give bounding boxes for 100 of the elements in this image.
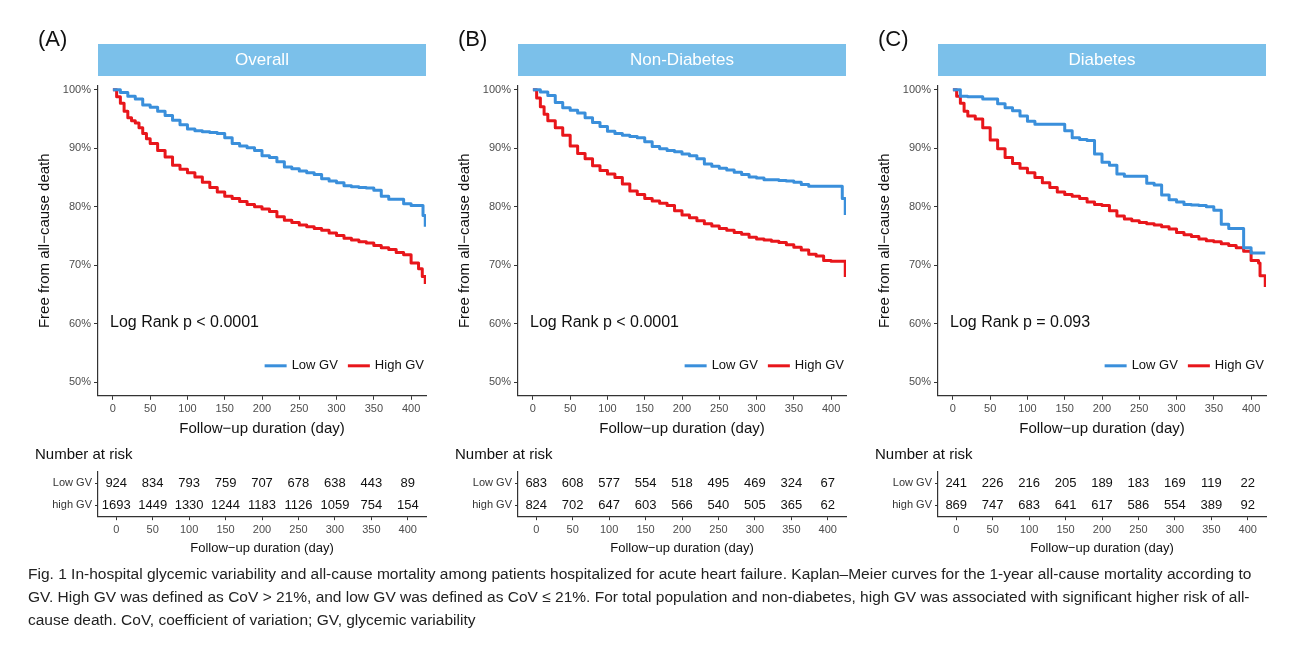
data-label: 641 (1054, 496, 1077, 512)
y-tick-label: 90% (488, 141, 512, 154)
y-tick-label: 70% (68, 258, 92, 271)
data-label: 241 (945, 474, 968, 490)
data-label: 707 (251, 474, 273, 490)
data-label: 1059 (320, 496, 350, 512)
data-label: 324 (780, 474, 803, 490)
chart-title: Number at risk (875, 445, 974, 463)
y-tick-label: 80% (68, 199, 92, 212)
x-tick-label: 200 (672, 402, 692, 415)
legend-label: Low GV (711, 357, 759, 373)
x-tick-label: 350 (362, 522, 381, 535)
x-tick-label: 400 (821, 402, 841, 415)
y-axis-title: Free from all−cause death (875, 153, 893, 329)
data-label: 62 (820, 496, 836, 512)
data-label: 577 (598, 474, 620, 490)
data-label: 389 (1200, 496, 1223, 512)
x-tick-label: 400 (401, 402, 421, 415)
x-tick-label: 100 (178, 402, 197, 415)
data-label: 683 (525, 474, 548, 490)
data-label: 216 (1018, 474, 1040, 490)
data-label: 119 (1200, 474, 1222, 490)
data-label: 1244 (211, 496, 241, 512)
data-label: 747 (981, 496, 1004, 512)
x-tick-label: 50 (146, 522, 159, 535)
data-label: 1126 (284, 496, 313, 512)
x-axis-title: Follow−up duration (day) (610, 539, 754, 555)
y-tick-label: high GV (892, 498, 933, 511)
y-tick-label: 90% (68, 141, 92, 154)
data-label: 924 (105, 474, 128, 490)
data-label: 586 (1127, 496, 1150, 512)
data-label: 183 (1127, 474, 1150, 490)
x-tick-label: 150 (635, 402, 654, 415)
data-label: 189 (1091, 474, 1113, 490)
y-axis-title: Free from all−cause death (35, 153, 53, 329)
y-tick-label: Low GV (892, 476, 933, 489)
x-tick-label: 100 (599, 522, 619, 535)
x-tick-label: 350 (784, 402, 803, 415)
data-label: 647 (598, 496, 620, 512)
x-tick-label: 50 (986, 522, 999, 535)
data-label: 566 (671, 496, 693, 512)
x-axis-title: Follow−up duration (day) (179, 419, 345, 437)
x-tick-label: 350 (364, 402, 383, 415)
chart-title: Non-Diabetes (518, 44, 846, 76)
annotation: Log Rank p < 0.0001 (110, 313, 260, 331)
chart-title: Number at risk (35, 445, 134, 463)
data-label: 92 (1240, 496, 1256, 512)
x-axis-title: Follow−up duration (day) (599, 419, 765, 437)
caption: Fig. 1 In-hospital glycemic variability and all-cause mortality among patients hospitalized for acute heart failure. Kaplan–Meier curves for the 1-year all-cause mortality according to GV. High GV was defined as CoV > 21%, and low GV was defined as CoV ≤ 21%. For total population and non-diabetes, high GV was associated with significant higher risk of all-cause death. CoV, coefficient of variation; GV, glycemic variability (28, 564, 1253, 630)
data-label: 554 (634, 474, 657, 490)
x-tick-label: 300 (1167, 402, 1186, 415)
x-tick-label: 50 (984, 402, 997, 415)
y-tick-label: 60% (488, 316, 512, 329)
legend-label: High GV (374, 357, 425, 373)
data-label: 702 (561, 496, 584, 512)
chart-title: Number at risk (455, 445, 554, 463)
y-tick-label: 100% (62, 82, 92, 95)
data-label: 869 (945, 496, 968, 512)
data-label: 469 (744, 474, 766, 490)
data-label: 754 (360, 496, 383, 512)
x-tick-label: 250 (289, 522, 308, 535)
data-label: 1330 (174, 496, 204, 512)
y-tick-label: 50% (488, 375, 512, 388)
y-tick-label: 100% (902, 82, 932, 95)
x-tick-label: 200 (252, 402, 272, 415)
x-tick-label: 250 (709, 522, 728, 535)
x-tick-label: 50 (564, 402, 577, 415)
x-tick-label: 100 (1019, 522, 1039, 535)
x-tick-label: 350 (1204, 402, 1223, 415)
data-label: 638 (324, 474, 346, 490)
data-label: 365 (780, 496, 803, 512)
data-label: 169 (1164, 474, 1186, 490)
y-tick-label: Low GV (472, 476, 513, 489)
x-tick-label: 400 (398, 522, 417, 535)
data-label: 1183 (248, 496, 276, 512)
x-tick-label: 50 (144, 402, 157, 415)
data-label: 608 (561, 474, 584, 490)
data-label: 554 (1164, 496, 1186, 512)
annotation: Log Rank p = 0.093 (950, 313, 1091, 331)
x-axis-title: Follow−up duration (day) (1030, 539, 1174, 555)
data-label: 759 (214, 474, 237, 490)
data-label: 617 (1091, 496, 1113, 512)
data-label: 67 (820, 474, 836, 490)
x-tick-label: 300 (747, 402, 766, 415)
legend-label: High GV (1214, 357, 1265, 373)
y-tick-label: high GV (52, 498, 93, 511)
data-label: 1693 (101, 496, 131, 512)
x-tick-label: 150 (1056, 522, 1075, 535)
x-tick-label: 150 (216, 522, 235, 535)
x-tick-label: 250 (1130, 402, 1149, 415)
x-tick-label: 400 (1241, 402, 1261, 415)
x-tick-label: 350 (782, 522, 801, 535)
data-label: 89 (400, 474, 416, 490)
x-tick-label: 0 (113, 522, 120, 535)
data-label: 226 (981, 474, 1004, 490)
data-label: 22 (1240, 474, 1256, 490)
legend-label: Low GV (1131, 357, 1179, 373)
data-label: 518 (671, 474, 693, 490)
x-tick-label: 300 (325, 522, 345, 535)
y-tick-label: Low GV (52, 476, 93, 489)
